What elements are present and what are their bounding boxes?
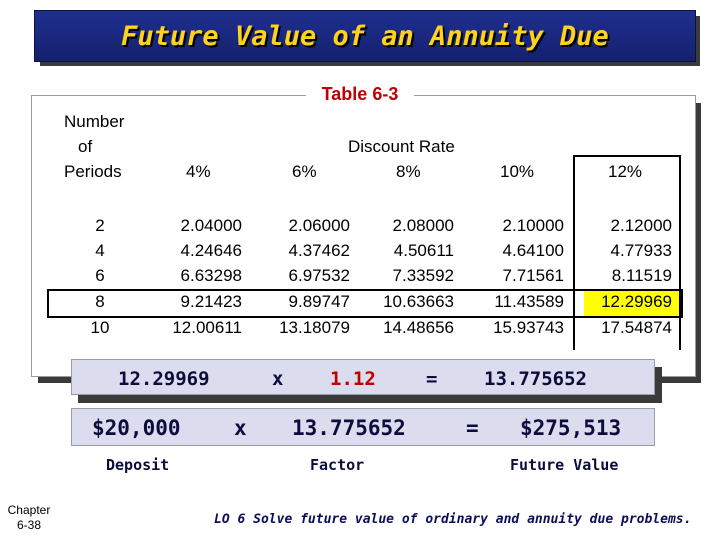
rate-header: 8%: [396, 162, 421, 181]
table-cell: 9.89747: [288, 292, 350, 311]
rate-header: 12%: [608, 162, 643, 181]
periods-header-line2: of: [78, 137, 93, 156]
future-value-label: Future Value: [510, 456, 619, 474]
table-cell: 14.48656: [383, 318, 454, 337]
table-cell: 9.21423: [180, 292, 242, 311]
calc2-factor: 13.775652: [292, 416, 406, 440]
calc2-operator-equals: =: [466, 416, 479, 440]
factor-calculation-box: [71, 359, 655, 395]
future-value-calculation-box: [71, 408, 655, 446]
table-cell: 4.24646: [180, 241, 242, 260]
rate-header: 4%: [186, 162, 211, 181]
title-banner: Future Value of an Annuity Due: [34, 10, 696, 62]
table-cell: 7.33592: [392, 266, 454, 285]
calc1-operator-multiply: x: [272, 368, 284, 390]
learning-objective: LO 6 Solve future value of ordinary and …: [214, 512, 692, 527]
table-cell: 2.12000: [610, 216, 672, 235]
period-cell: 6: [95, 266, 105, 285]
page-number: 6-38: [16, 518, 42, 532]
table-cell: 4.77933: [610, 241, 672, 260]
table-cell: 2.06000: [288, 216, 350, 235]
table-cell: 8.11519: [611, 266, 672, 285]
highlighted-row-outline: [47, 289, 683, 318]
rate-header: 10%: [500, 162, 535, 181]
table-cell: 2.04000: [180, 216, 242, 235]
period-cell: 10: [90, 318, 110, 337]
discount-rate-label: Discount Rate: [348, 137, 455, 156]
chapter-marker: Chapter 6-38: [2, 503, 56, 533]
table-cell: 15.93743: [493, 318, 564, 337]
table-cell: 13.18079: [279, 318, 350, 337]
highlighted-table-cell: 12.29969: [601, 292, 672, 311]
table-cell: 4.50611: [393, 241, 454, 260]
period-cell: 4: [95, 241, 105, 260]
calc1-operator-equals: =: [426, 368, 438, 390]
table-cell: 10.63663: [383, 292, 454, 311]
highlighted-cell: [584, 290, 682, 316]
calc2-deposit-amount: $20,000: [92, 416, 181, 440]
table-cell: 12.00611: [172, 318, 242, 337]
table-cell: 7.71561: [502, 266, 564, 285]
calc1-result: 13.775652: [484, 368, 587, 390]
periods-header-line1: Number: [64, 112, 125, 131]
table-cell: 4.37462: [288, 241, 350, 260]
calc2-operator-multiply: x: [234, 416, 247, 440]
factor-label: Factor: [310, 456, 365, 474]
table-cell: 6.97532: [288, 266, 350, 285]
table-cell: 2.08000: [392, 216, 454, 235]
period-cell: 2: [95, 216, 105, 235]
table-label: Table 6-3: [306, 81, 414, 107]
table-cell: 6.63298: [180, 266, 242, 285]
table-panel: [31, 95, 696, 377]
table-cell: 17.54874: [601, 318, 672, 337]
highlighted-column-outline: [573, 155, 681, 350]
chapter-label: Chapter: [7, 503, 51, 517]
deposit-label: Deposit: [106, 456, 170, 474]
calc1-operand-b: 1.12: [330, 368, 376, 390]
rate-header: 6%: [292, 162, 317, 181]
table-cell: 11.43589: [494, 292, 564, 311]
periods-header-line3: Periods: [64, 162, 122, 181]
table-cell: 2.10000: [502, 216, 564, 235]
table-cell: 4.64100: [502, 241, 564, 260]
calc2-future-value: $275,513: [520, 416, 622, 440]
calc1-operand-a: 12.29969: [118, 368, 210, 390]
period-cell: 8: [95, 292, 105, 311]
page-title: Future Value of an Annuity Due: [121, 20, 609, 52]
